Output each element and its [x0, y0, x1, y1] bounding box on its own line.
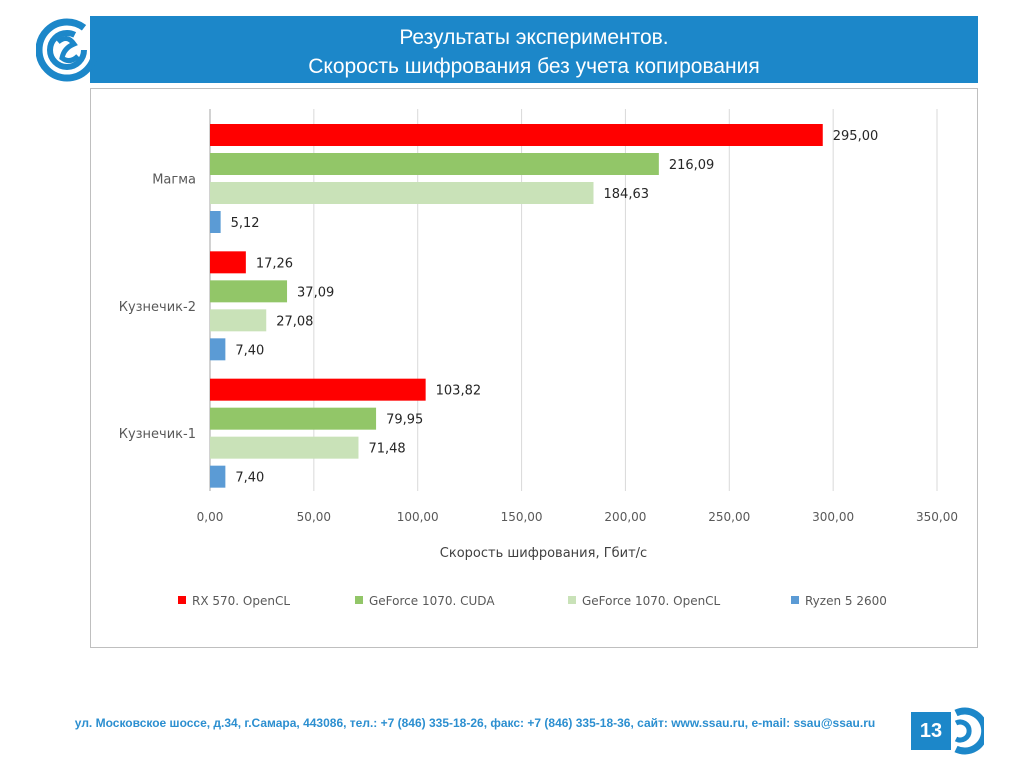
data-label: 27,08 — [276, 314, 313, 329]
data-label: 184,63 — [604, 187, 650, 202]
data-label: 103,82 — [436, 384, 482, 399]
legend-label: Ryzen 5 2600 — [805, 594, 887, 608]
legend-swatch — [568, 596, 576, 604]
chart-frame: 0,00 50,00 100,00 150,00 200,00 250,00 300,00 3… — [90, 88, 978, 648]
bar-chart: 0,00 50,00 100,00 150,00 200,00 250,00 300,00 3… — [119, 109, 958, 608]
legend-label: GeForce 1070. CUDA — [369, 594, 495, 608]
x-tick-label: 350,00 — [916, 510, 958, 524]
x-tick-label: 200,00 — [604, 510, 646, 524]
bar — [210, 124, 823, 146]
data-label: 37,09 — [297, 285, 334, 300]
category-label: Кузнечик-2 — [119, 300, 196, 315]
data-label: 17,26 — [256, 256, 293, 271]
slide-title-line1: Результаты экспериментов. — [399, 26, 669, 49]
data-label: 216,09 — [669, 158, 715, 173]
slide-title-line2: Скорость шифрования без учета копировани… — [308, 55, 760, 78]
bar — [210, 182, 594, 204]
x-tick-label: 50,00 — [297, 510, 331, 524]
footer-contacts: ул. Московское шоссе, д.34, г.Самара, 44… — [74, 716, 876, 730]
data-label: 7,40 — [235, 471, 264, 486]
university-logo-icon — [36, 18, 98, 82]
bar — [210, 338, 226, 361]
legend-swatch — [791, 596, 799, 604]
data-label: 71,48 — [368, 442, 405, 457]
x-tick-label: 250,00 — [708, 510, 750, 524]
bar — [210, 436, 359, 459]
x-tick-label: 100,00 — [397, 510, 439, 524]
data-label: 295,00 — [833, 129, 879, 144]
legend-swatch — [355, 596, 363, 604]
slide-title-bar: Результаты экспериментов. Скорость шифро… — [90, 16, 978, 83]
legend-label: GeForce 1070. OpenCL — [582, 594, 721, 608]
bar — [210, 309, 267, 332]
x-axis-title: Скорость шифрования, Гбит/с — [440, 546, 647, 561]
x-tick-label: 0,00 — [197, 510, 224, 524]
legend-swatch — [178, 596, 186, 604]
bar — [210, 407, 377, 430]
category-label: Кузнечик-1 — [119, 427, 196, 442]
page-number: 13 — [911, 712, 951, 750]
data-label: 79,95 — [386, 413, 423, 428]
data-label: 5,12 — [231, 216, 260, 231]
x-tick-label: 150,00 — [501, 510, 543, 524]
footer-logo-icon — [954, 707, 984, 755]
x-tick-label: 300,00 — [812, 510, 854, 524]
bar — [210, 211, 221, 233]
bar — [210, 378, 426, 401]
bar — [210, 280, 288, 303]
bar — [210, 465, 226, 488]
bar — [210, 251, 246, 274]
bar — [210, 153, 659, 175]
data-label: 7,40 — [235, 343, 264, 358]
legend-label: RX 570. OpenCL — [192, 594, 290, 608]
category-label: Магма — [152, 173, 196, 188]
